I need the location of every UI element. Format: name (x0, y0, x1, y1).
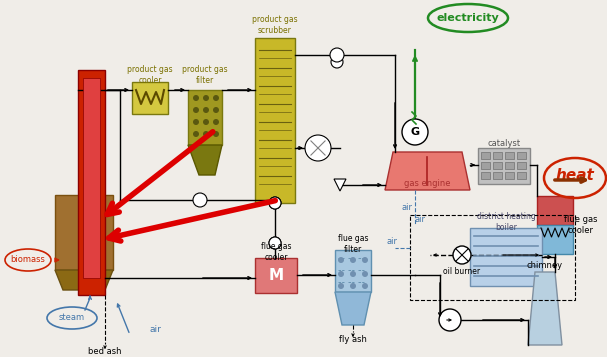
Circle shape (193, 95, 199, 101)
Circle shape (213, 107, 219, 113)
Circle shape (269, 197, 281, 209)
Circle shape (203, 119, 209, 125)
Circle shape (362, 283, 368, 289)
Circle shape (269, 237, 281, 249)
Circle shape (203, 95, 209, 101)
Bar (470, 228, 542, 286)
Bar (493, 162, 502, 169)
Bar (83, 78, 100, 278)
Text: M: M (268, 268, 283, 283)
Bar (505, 172, 514, 179)
Circle shape (305, 135, 331, 161)
Text: gas engine: gas engine (404, 178, 450, 187)
Polygon shape (385, 152, 470, 190)
Circle shape (193, 119, 199, 125)
Bar (255, 258, 297, 293)
Bar (410, 215, 575, 300)
Polygon shape (188, 145, 222, 175)
Text: heat: heat (555, 169, 594, 183)
Circle shape (350, 283, 356, 289)
Circle shape (193, 131, 199, 137)
Bar (537, 225, 573, 254)
Bar (493, 172, 502, 179)
Bar (517, 162, 526, 169)
Text: air: air (149, 326, 161, 335)
Text: chimney: chimney (527, 261, 563, 271)
Bar (478, 148, 530, 184)
Text: electricity: electricity (436, 13, 500, 23)
Text: product gas
cooler: product gas cooler (127, 65, 173, 85)
Circle shape (193, 193, 207, 207)
Bar (481, 162, 490, 169)
Circle shape (439, 309, 461, 331)
Polygon shape (334, 179, 346, 191)
Circle shape (203, 131, 209, 137)
Bar (132, 82, 168, 114)
Circle shape (213, 119, 219, 125)
Text: product gas
filter: product gas filter (182, 65, 228, 85)
Circle shape (338, 271, 344, 277)
Text: biomass: biomass (10, 256, 46, 265)
Text: district heating
boiler: district heating boiler (476, 212, 535, 232)
Text: air: air (401, 203, 413, 212)
Bar (481, 152, 490, 159)
Circle shape (330, 48, 344, 62)
Circle shape (350, 271, 356, 277)
Circle shape (338, 257, 344, 263)
Bar (505, 152, 514, 159)
Text: product gas
scrubber: product gas scrubber (252, 15, 298, 35)
Text: air: air (387, 237, 398, 246)
Bar (78, 70, 105, 295)
Circle shape (213, 95, 219, 101)
Circle shape (331, 56, 343, 68)
Text: G: G (410, 127, 419, 137)
Text: fly ash: fly ash (339, 336, 367, 345)
Text: steam: steam (59, 313, 85, 322)
Bar (255, 38, 295, 203)
Circle shape (269, 237, 281, 249)
Bar (188, 90, 222, 145)
Polygon shape (528, 272, 562, 345)
Text: oil burner: oil burner (444, 267, 481, 277)
Circle shape (453, 246, 471, 264)
Bar (493, 152, 502, 159)
Circle shape (402, 119, 428, 145)
Text: flue gas
cooler: flue gas cooler (565, 215, 598, 235)
Bar (517, 172, 526, 179)
Circle shape (269, 197, 281, 209)
Text: flue gas
filter: flue gas filter (337, 234, 368, 254)
Bar (505, 162, 514, 169)
Bar (335, 250, 371, 292)
Text: catalyst: catalyst (487, 139, 521, 147)
Circle shape (193, 107, 199, 113)
Circle shape (213, 131, 219, 137)
Text: flue gas
cooler: flue gas cooler (261, 242, 291, 262)
Polygon shape (55, 270, 113, 290)
Polygon shape (335, 292, 371, 325)
Bar (537, 196, 573, 225)
Bar (481, 172, 490, 179)
Circle shape (203, 107, 209, 113)
Text: air: air (415, 216, 426, 225)
Circle shape (362, 257, 368, 263)
Bar (517, 152, 526, 159)
Circle shape (350, 257, 356, 263)
Circle shape (338, 283, 344, 289)
Bar (55, 195, 113, 270)
Circle shape (362, 271, 368, 277)
Text: bed ash: bed ash (88, 347, 122, 357)
